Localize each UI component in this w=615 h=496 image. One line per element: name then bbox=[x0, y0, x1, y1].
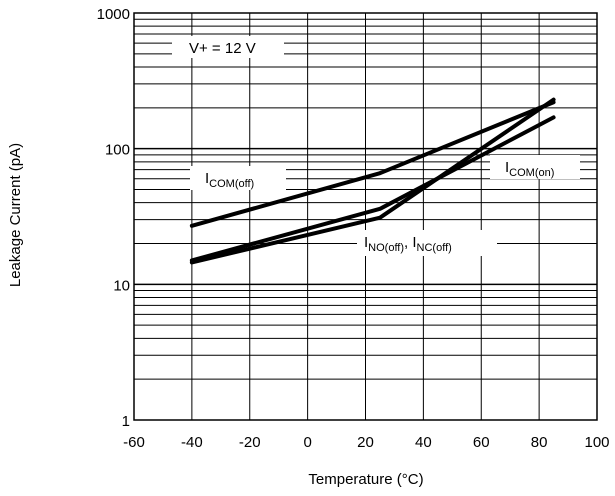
x-tick-label: -20 bbox=[239, 434, 261, 451]
annotation-icom-off-main: I bbox=[205, 170, 209, 187]
x-tick-label: -40 bbox=[181, 434, 203, 451]
annotation-icom-off-sub: COM(off) bbox=[209, 178, 254, 190]
tick-labels: -60 -40 -20 0 20 40 60 80 100 1 10 100 1000 bbox=[97, 6, 610, 451]
grid-lines bbox=[134, 13, 597, 420]
y-tick-label: 100 bbox=[105, 142, 130, 159]
x-tick-label: 20 bbox=[357, 434, 374, 451]
x-axis-title: Temperature (°C) bbox=[308, 471, 423, 488]
svg-text:ICOM(off): ICOM(off) bbox=[205, 170, 254, 190]
x-tick-label: 60 bbox=[473, 434, 490, 451]
svg-text:ICOM(on): ICOM(on) bbox=[505, 159, 554, 179]
condition-text: V+ = 12 V bbox=[189, 40, 256, 57]
annotation-separator: , bbox=[404, 234, 412, 251]
condition-label: V+ = 12 V bbox=[172, 36, 284, 58]
annotation-ino-main: I bbox=[364, 234, 368, 251]
y-axis-title: Leakage Current (pA) bbox=[7, 143, 24, 287]
x-tick-label: 40 bbox=[415, 434, 432, 451]
annotation-inc-main: I bbox=[412, 234, 416, 251]
annotation-icom-on: ICOM(on) bbox=[490, 155, 580, 179]
x-tick-label: 80 bbox=[531, 434, 548, 451]
annotation-ino-sub: NO(off) bbox=[368, 242, 404, 254]
svg-text:INO(off), INC(off): INO(off), INC(off) bbox=[364, 234, 452, 254]
y-tick-label: 1 bbox=[122, 413, 130, 430]
x-tick-label: -60 bbox=[123, 434, 145, 451]
series-lines bbox=[189, 97, 556, 265]
series-line-3 bbox=[189, 97, 556, 265]
annotation-icom-on-sub: COM(on) bbox=[509, 167, 554, 179]
annotation-ino-inc-off: INO(off), INC(off) bbox=[357, 230, 497, 256]
annotation-icom-off: ICOM(off) bbox=[190, 166, 286, 190]
plot-frame bbox=[133, 12, 598, 421]
y-tick-label: 10 bbox=[113, 277, 130, 294]
annotation-icom-on-main: I bbox=[505, 159, 509, 176]
x-tick-label: 0 bbox=[303, 434, 311, 451]
series-line-2 bbox=[189, 115, 556, 263]
annotation-inc-sub: NC(off) bbox=[417, 242, 452, 254]
series-line-1 bbox=[189, 100, 556, 228]
x-tick-label: 100 bbox=[584, 434, 609, 451]
y-tick-label: 1000 bbox=[97, 6, 130, 23]
